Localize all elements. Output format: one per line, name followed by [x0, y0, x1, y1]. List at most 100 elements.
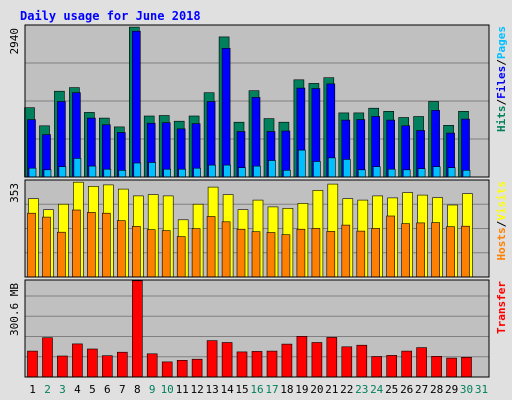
y-max-label: 300.6 MB — [8, 283, 21, 336]
day-label-12: 12 — [190, 383, 203, 396]
bar-files-day-10 — [161, 122, 171, 178]
bar-pages-day-6 — [103, 168, 112, 178]
bar-pages-day-23 — [357, 169, 366, 178]
bar-pages-day-2 — [43, 169, 52, 178]
bar-transfer-day-undefined — [356, 344, 368, 378]
bar-pages-day-24 — [372, 166, 381, 178]
bar-transfer-day-undefined — [206, 340, 218, 378]
bar-hosts-day-undefined — [326, 231, 336, 278]
bar-transfer-day-undefined — [176, 359, 188, 378]
bar-pages-day-9 — [148, 162, 156, 178]
bar-pages-day-26 — [402, 169, 411, 178]
legend-separator: / — [495, 220, 508, 227]
bar-pages-day-3 — [58, 166, 67, 178]
bar-hosts-day-undefined — [87, 212, 96, 278]
bar-transfer-day-undefined — [296, 335, 308, 378]
day-label-9: 9 — [149, 383, 156, 396]
bar-hosts-day-undefined — [191, 228, 201, 278]
day-label-3: 3 — [59, 383, 66, 396]
bar-transfer-day-undefined — [341, 346, 353, 378]
bar-transfer-day-undefined — [57, 355, 68, 378]
bar-pages-day-8 — [133, 162, 142, 178]
bar-pages-day-5 — [88, 165, 97, 178]
bar-hosts-day-undefined — [416, 222, 425, 278]
bar-hosts-day-undefined — [431, 222, 440, 278]
day-label-26: 26 — [400, 383, 413, 396]
bar-files-day-26 — [401, 125, 411, 178]
bar-hosts-day-undefined — [446, 226, 455, 278]
legend-pages: Pages — [495, 26, 508, 59]
bar-hosts-day-undefined — [266, 232, 276, 278]
bar-hosts-day-undefined — [311, 228, 321, 278]
panel-hosts-visits: 353 Hosts/Visits — [8, 179, 508, 278]
day-label-14: 14 — [220, 383, 234, 396]
bar-hosts-day-undefined — [146, 229, 156, 278]
day-label-8: 8 — [134, 383, 141, 396]
bar-hosts-day-undefined — [42, 216, 51, 278]
bar-hosts-day-undefined — [161, 230, 171, 278]
bar-hosts-day-undefined — [236, 228, 246, 278]
bar-transfer-day-undefined — [87, 348, 98, 378]
bar-transfer-day-undefined — [416, 347, 427, 378]
day-label-22: 22 — [340, 383, 353, 396]
bar-hosts-day-undefined — [206, 216, 216, 278]
bar-files-day-30 — [461, 118, 470, 178]
bar-transfer-day-undefined — [146, 353, 158, 378]
bar-transfer-day-undefined — [446, 357, 457, 378]
bar-pages-day-11 — [178, 168, 186, 178]
bar-transfer-day-undefined — [371, 356, 383, 378]
plot-frame — [24, 179, 490, 278]
bar-pages-day-4 — [73, 158, 82, 178]
bar-pages-day-10 — [163, 168, 171, 178]
bar-pages-day-18 — [283, 170, 291, 178]
bar-transfer-day-undefined — [401, 350, 413, 378]
bar-pages-day-15 — [238, 167, 246, 178]
day-label-19: 19 — [295, 383, 308, 396]
day-label-6: 6 — [104, 383, 111, 396]
bar-pages-day-22 — [342, 159, 351, 178]
bar-hosts-day-undefined — [176, 236, 186, 278]
day-label-4: 4 — [74, 383, 81, 396]
bar-pages-day-21 — [327, 157, 336, 178]
bar-transfer-day-undefined — [386, 355, 398, 378]
bar-hosts-day-undefined — [356, 230, 366, 278]
bar-files-day-14 — [221, 47, 231, 178]
bar-transfer-day-undefined — [251, 351, 263, 378]
day-label-24: 24 — [370, 383, 384, 396]
series-legend-label: Hits/Files/Pages — [495, 26, 508, 132]
panel-transfer: 300.6 MB Transfer — [8, 279, 508, 378]
bar-hosts-day-undefined — [132, 226, 141, 278]
day-label-23: 23 — [355, 383, 368, 396]
bar-hosts-day-undefined — [371, 228, 381, 278]
bar-hosts-day-undefined — [117, 220, 126, 278]
bar-pages-day-28 — [432, 166, 441, 178]
bar-transfer-day-undefined — [27, 350, 38, 378]
bar-hosts-day-undefined — [401, 223, 411, 278]
day-label-20: 20 — [310, 383, 323, 396]
day-label-30: 30 — [460, 383, 473, 396]
bar-hosts-day-undefined — [341, 224, 351, 278]
bar-hosts-day-undefined — [281, 234, 291, 278]
bar-pages-day-19 — [298, 149, 306, 178]
day-label-28: 28 — [430, 383, 443, 396]
bar-transfer-day-undefined — [266, 350, 278, 378]
bar-pages-day-17 — [268, 160, 276, 178]
day-label-1: 1 — [29, 383, 36, 396]
bar-transfer-day-undefined — [117, 351, 128, 378]
bar-transfer-day-undefined — [72, 343, 83, 378]
bar-files-day-25 — [386, 119, 396, 178]
bar-hosts-day-undefined — [221, 221, 231, 278]
day-label-13: 13 — [205, 383, 218, 396]
plot-frame — [24, 279, 490, 378]
y-max-label: 353 — [8, 183, 21, 203]
bar-files-day-8 — [132, 30, 141, 178]
day-label-11: 11 — [176, 383, 189, 396]
day-label-21: 21 — [325, 383, 338, 396]
bar-pages-day-25 — [387, 168, 396, 178]
bar-pages-day-1 — [28, 167, 37, 178]
bar-pages-day-14 — [223, 164, 231, 178]
bar-transfer-day-undefined — [161, 361, 173, 378]
day-label-17: 17 — [265, 383, 278, 396]
bar-transfer-day-undefined — [461, 356, 472, 378]
